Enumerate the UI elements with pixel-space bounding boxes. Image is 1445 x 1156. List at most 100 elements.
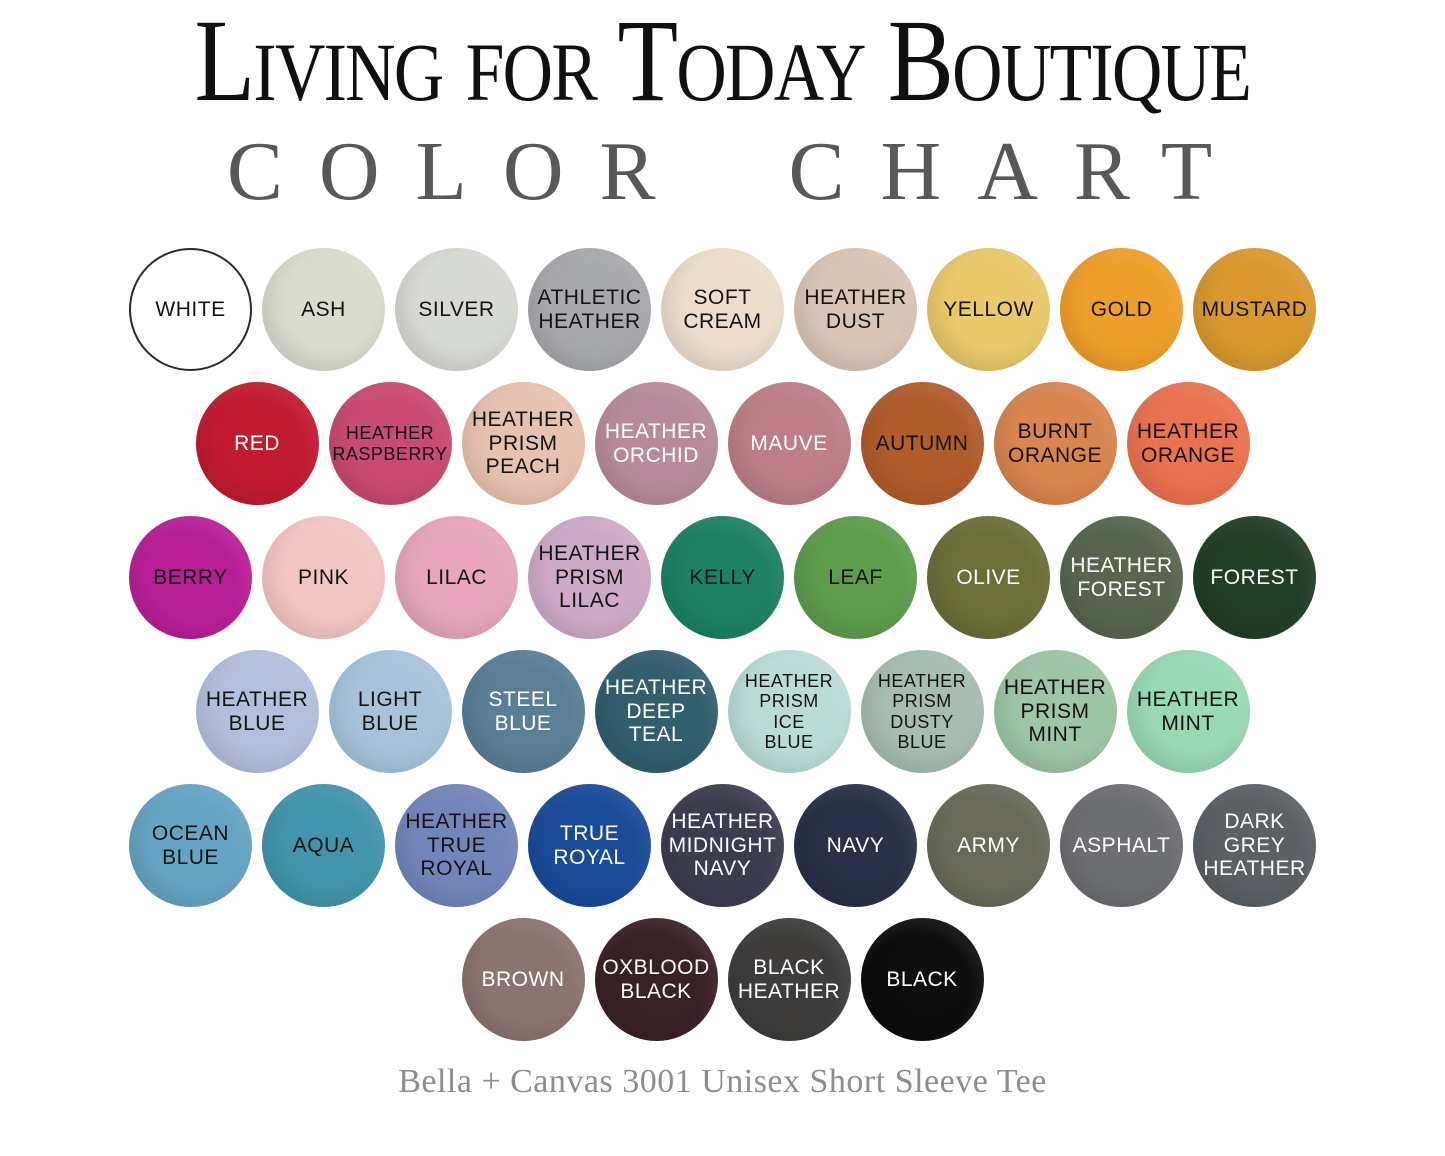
swatch-heather-raspberry: HEATHER RASPBERRY	[328, 382, 452, 505]
swatch-asphalt: ASPHALT	[1060, 784, 1183, 907]
swatch-label-mauve: MAUVE	[750, 431, 828, 455]
swatch-heather-midnight-navy: HEATHER MIDNIGHT NAVY	[661, 784, 784, 907]
swatch-label-heather-orange: HEATHER ORANGE	[1136, 419, 1240, 467]
swatch-label-berry: BERRY	[153, 565, 228, 589]
swatch-label-pink: PINK	[297, 565, 349, 589]
swatch-label-brown: BROWN	[481, 967, 565, 991]
swatch-label-kelly: KELLY	[689, 565, 756, 589]
swatch-heather-prism-lilac: HEATHER PRISM LILAC	[528, 516, 651, 639]
swatch-black-heather: BLACK HEATHER	[727, 918, 851, 1041]
swatch-label-true-royal: TRUE ROYAL	[553, 821, 626, 869]
swatch-mustard: MUSTARD	[1193, 248, 1316, 371]
swatch-grid: WHITE ASH SILVER ATHLETIC HEATHER SOFT CREAM…	[0, 248, 1445, 1041]
swatch-yellow: YELLOW	[927, 248, 1050, 371]
swatch-label-heather-prism-dusty-blue: HEATHER PRISM DUSTY BLUE	[877, 671, 967, 752]
page-title: Living for Today Boutique	[194, 0, 1252, 126]
swatch-label-heather-forest: HEATHER FOREST	[1070, 553, 1173, 601]
swatch-forest: FOREST	[1193, 516, 1316, 639]
swatch-label-mustard: MUSTARD	[1201, 297, 1308, 321]
swatch-label-heather-prism-lilac: HEATHER PRISM LILAC	[538, 542, 641, 613]
swatch-heather-prism-peach: HEATHER PRISM PEACH	[461, 382, 585, 505]
swatch-brown: BROWN	[461, 918, 585, 1041]
footer-caption: Bella + Canvas 3001 Unisex Short Sleeve …	[398, 1063, 1047, 1100]
swatch-row: OCEAN BLUE AQUA HEATHER TRUE ROYAL TRUE ROY…	[0, 784, 1445, 907]
swatch-label-ash: ASH	[301, 297, 346, 321]
swatch-heather-true-royal: HEATHER TRUE ROYAL	[395, 784, 518, 907]
swatch-label-heather-blue: HEATHER BLUE	[205, 687, 309, 735]
swatch-oxblood-black: OXBLOOD BLACK	[594, 918, 718, 1041]
swatch-berry: BERRY	[129, 516, 252, 639]
swatch-gold: GOLD	[1060, 248, 1183, 371]
swatch-label-soft-cream: SOFT CREAM	[683, 285, 762, 333]
page-subtitle: COLOR CHART	[226, 125, 1249, 218]
swatch-label-heather-prism-mint: HEATHER PRISM MINT	[1003, 676, 1107, 747]
swatch-label-aqua: AQUA	[292, 833, 355, 857]
swatch-heather-mint: HEATHER MINT	[1126, 650, 1250, 773]
swatch-leaf: LEAF	[794, 516, 917, 639]
swatch-steel-blue: STEEL BLUE	[461, 650, 585, 773]
swatch-heather-prism-ice-blue: HEATHER PRISM ICE BLUE	[727, 650, 851, 773]
swatch-label-heather-orchid: HEATHER ORCHID	[604, 419, 708, 467]
swatch-label-gold: GOLD	[1090, 297, 1153, 321]
swatch-label-oxblood-black: OXBLOOD BLACK	[602, 955, 710, 1003]
swatch-heather-blue: HEATHER BLUE	[195, 650, 319, 773]
swatch-label-yellow: YELLOW	[943, 297, 1034, 321]
swatch-label-athletic-heather: ATHLETIC HEATHER	[537, 285, 642, 333]
swatch-row: BERRY PINK LILAC HEATHER PRISM LILAC KELLY LE…	[0, 516, 1445, 639]
swatch-label-red: RED	[234, 431, 280, 455]
swatch-row: HEATHER BLUE LIGHT BLUE STEEL BLUE HEATHER …	[0, 650, 1445, 773]
swatch-mauve: MAUVE	[727, 382, 851, 505]
swatch-label-heather-true-royal: HEATHER TRUE ROYAL	[405, 810, 508, 881]
page-header: Living for Today Boutique COLOR CHART	[0, 0, 1445, 214]
swatch-label-autumn: AUTUMN	[875, 431, 969, 455]
swatch-heather-forest: HEATHER FOREST	[1060, 516, 1183, 639]
swatch-true-royal: TRUE ROYAL	[528, 784, 651, 907]
swatch-kelly: KELLY	[661, 516, 784, 639]
swatch-autumn: AUTUMN	[860, 382, 984, 505]
swatch-label-white: WHITE	[155, 297, 226, 321]
swatch-label-heather-raspberry: HEATHER RASPBERRY	[332, 423, 448, 464]
swatch-athletic-heather: ATHLETIC HEATHER	[528, 248, 651, 371]
swatch-label-heather-dust: HEATHER DUST	[804, 285, 907, 333]
swatch-heather-prism-mint: HEATHER PRISM MINT	[993, 650, 1117, 773]
swatch-heather-dust: HEATHER DUST	[794, 248, 917, 371]
swatch-row: WHITE ASH SILVER ATHLETIC HEATHER SOFT CREAM…	[0, 248, 1445, 371]
swatch-aqua: AQUA	[262, 784, 385, 907]
swatch-row: RED HEATHER RASPBERRY HEATHER PRISM PEACH H…	[0, 382, 1445, 505]
swatch-label-steel-blue: STEEL BLUE	[488, 687, 558, 735]
swatch-label-burnt-orange: BURNT ORANGE	[1007, 419, 1102, 467]
swatch-ash: ASH	[262, 248, 385, 371]
swatch-army: ARMY	[927, 784, 1050, 907]
swatch-olive: OLIVE	[927, 516, 1050, 639]
swatch-label-heather-midnight-navy: HEATHER MIDNIGHT NAVY	[668, 810, 777, 881]
swatch-label-leaf: LEAF	[828, 565, 883, 589]
swatch-black: BLACK	[860, 918, 984, 1041]
swatch-label-ocean-blue: OCEAN BLUE	[151, 821, 230, 869]
swatch-label-army: ARMY	[957, 833, 1020, 857]
swatch-heather-orchid: HEATHER ORCHID	[594, 382, 718, 505]
swatch-label-forest: FOREST	[1210, 565, 1299, 589]
swatch-label-heather-deep-teal: HEATHER DEEP TEAL	[604, 676, 708, 747]
swatch-pink: PINK	[262, 516, 385, 639]
swatch-label-heather-mint: HEATHER MINT	[1136, 687, 1240, 735]
swatch-heather-prism-dusty-blue: HEATHER PRISM DUSTY BLUE	[860, 650, 984, 773]
swatch-label-light-blue: LIGHT BLUE	[357, 687, 423, 735]
swatch-silver: SILVER	[395, 248, 518, 371]
swatch-label-heather-prism-ice-blue: HEATHER PRISM ICE BLUE	[744, 671, 834, 752]
swatch-ocean-blue: OCEAN BLUE	[129, 784, 252, 907]
swatch-label-lilac: LILAC	[426, 565, 487, 589]
swatch-label-navy: NAVY	[826, 833, 885, 857]
swatch-white: WHITE	[129, 248, 252, 371]
swatch-label-black: BLACK	[886, 967, 958, 991]
swatch-light-blue: LIGHT BLUE	[328, 650, 452, 773]
swatch-lilac: LILAC	[395, 516, 518, 639]
swatch-label-black-heather: BLACK HEATHER	[737, 955, 841, 1003]
swatch-label-dark-grey-heather: DARK GREY HEATHER	[1203, 810, 1306, 881]
swatch-label-heather-prism-peach: HEATHER PRISM PEACH	[471, 408, 575, 479]
swatch-row: BROWN OXBLOOD BLACK BLACK HEATHER BLACK	[0, 918, 1445, 1041]
swatch-red: RED	[195, 382, 319, 505]
swatch-label-asphalt: ASPHALT	[1072, 833, 1171, 857]
swatch-dark-grey-heather: DARK GREY HEATHER	[1193, 784, 1316, 907]
swatch-burnt-orange: BURNT ORANGE	[993, 382, 1117, 505]
